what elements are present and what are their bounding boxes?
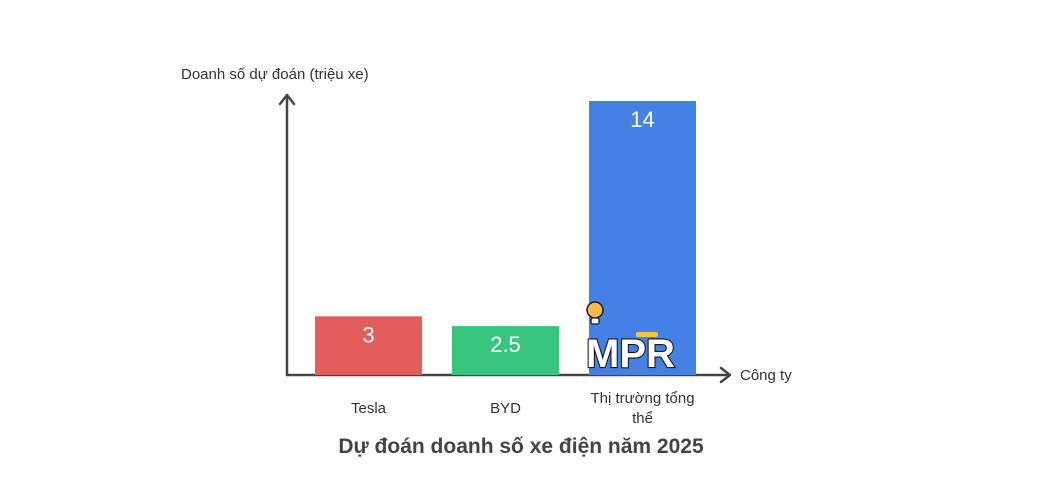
bar-value-label: 2.5 [490,332,521,357]
bar-value-label: 3 [362,322,374,347]
bars-group [315,101,696,375]
bar-2 [452,326,559,375]
watermark-logo: MPR [585,301,676,377]
y-axis-arrow [278,93,296,106]
value-labels-group: 3 2.5 14 [362,107,654,357]
bar-3 [589,101,696,375]
bar-1 [315,316,422,375]
category-label: Tesla [351,400,387,417]
category-label: Thị trường tổng thể [590,390,694,427]
y-axis-label: Doanh số dự đoán (triệu xe) [181,66,369,83]
lightbulb-icon [586,301,604,325]
x-axis-label: Công ty [740,367,792,384]
category-label: BYD [490,400,521,417]
category-labels-group: Tesla BYD Thị trường tổng thể [351,390,695,427]
bar-value-label: 14 [630,107,654,132]
logo-accent [636,332,658,337]
x-axis-arrow [719,366,732,384]
chart-title: Dự đoán doanh số xe điện năm 2025 [338,435,704,458]
watermark-text: MPR [586,332,675,376]
